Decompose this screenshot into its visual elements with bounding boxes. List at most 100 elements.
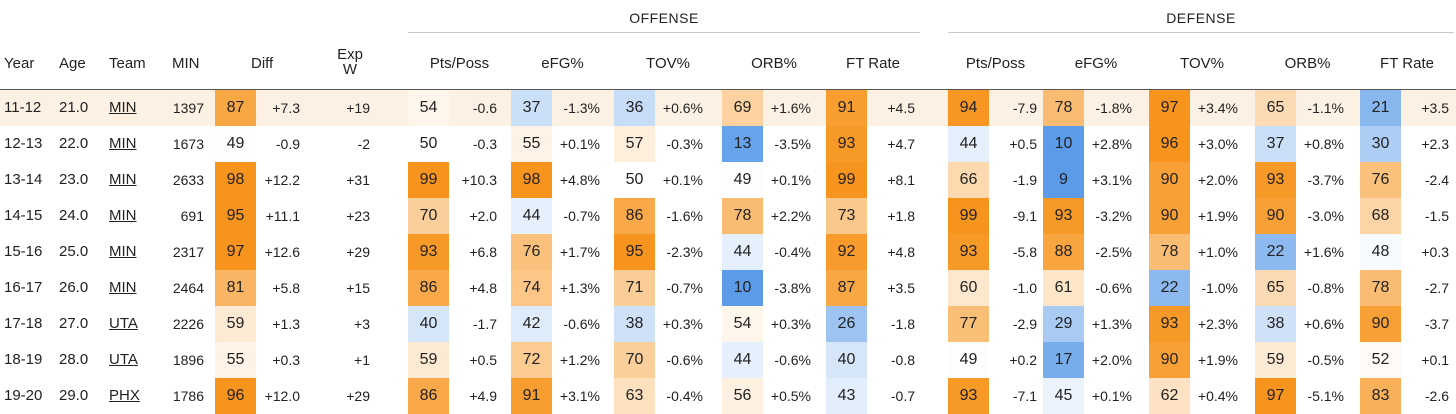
offense-delta-cell: +4.9 <box>469 388 497 404</box>
defense-percentile-cell: 93 <box>1043 198 1084 234</box>
expw-cell: +29 <box>346 388 370 404</box>
defense-percentile-cell: 22 <box>1255 234 1296 270</box>
team-link[interactable]: MIN <box>109 99 137 116</box>
offense-delta-cell: -0.6% <box>563 316 600 332</box>
team-link[interactable]: UTA <box>109 315 138 332</box>
diff-value-cell: +5.8 <box>272 280 300 296</box>
col-header-offense-4: FT Rate <box>846 55 900 72</box>
offense-delta-cell: +0.1% <box>770 172 811 188</box>
offense-delta-cell: +0.1% <box>559 136 600 152</box>
defense-delta-cell: +3.4% <box>1197 100 1238 116</box>
defense-percentile-cell: 97 <box>1149 90 1190 126</box>
defense-percentile-cell: 10 <box>1043 126 1084 162</box>
offense-delta-cell: +0.5% <box>770 388 811 404</box>
min-cell: 1397 <box>172 100 204 116</box>
offense-percentile-cell: 49 <box>722 162 763 198</box>
defense-percentile-cell: 78 <box>1149 234 1190 270</box>
defense-delta-cell: -2.5% <box>1095 244 1132 260</box>
offense-percentile-cell: 57 <box>614 126 655 162</box>
team-link[interactable]: PHX <box>109 387 140 404</box>
defense-delta-cell: +2.0% <box>1197 172 1238 188</box>
offense-percentile-cell: 93 <box>826 126 867 162</box>
defense-percentile-cell: 29 <box>1043 306 1084 342</box>
diff-percentile-cell: 98 <box>215 162 256 198</box>
defense-delta-cell: +1.3% <box>1091 316 1132 332</box>
year-cell: 18-19 <box>4 351 43 368</box>
offense-delta-cell: +4.8% <box>559 172 600 188</box>
diff-value-cell: +1.3 <box>272 316 300 332</box>
team-link[interactable]: UTA <box>109 351 138 368</box>
header-rule <box>0 89 1456 90</box>
year-cell: 19-20 <box>4 387 43 404</box>
defense-delta-cell: +1.0% <box>1197 244 1238 260</box>
col-header-expw: Exp W <box>335 47 365 77</box>
offense-delta-cell: +8.1 <box>887 172 915 188</box>
table-row: 18-19 28.0 UTA 1896 55 +0.3 +1 59 +0.5 72 +1.2% 70-… <box>0 342 1456 378</box>
defense-percentile-cell: 62 <box>1149 378 1190 414</box>
year-cell: 12-13 <box>4 135 43 152</box>
diff-value-cell: +0.3 <box>272 352 300 368</box>
offense-group-header: OFFENSE <box>408 10 920 33</box>
offense-delta-cell: +4.8 <box>887 244 915 260</box>
offense-delta-cell: +0.3% <box>662 316 703 332</box>
defense-percentile-cell: 93 <box>1149 306 1190 342</box>
defense-percentile-cell: 65 <box>1255 270 1296 306</box>
defense-delta-cell: +2.3 <box>1421 136 1449 152</box>
offense-delta-cell: -0.7% <box>666 280 703 296</box>
defense-delta-cell: -5.1% <box>1307 388 1344 404</box>
team-link[interactable]: MIN <box>109 207 137 224</box>
offense-percentile-cell: 36 <box>614 90 655 126</box>
defense-delta-cell: -0.5% <box>1307 352 1344 368</box>
age-cell: 27.0 <box>59 315 89 332</box>
team-link[interactable]: MIN <box>109 279 137 296</box>
col-header-defense-3: ORB% <box>1284 55 1331 72</box>
team-link[interactable]: MIN <box>109 171 137 188</box>
defense-percentile-cell: 78 <box>1360 270 1401 306</box>
offense-percentile-cell: 54 <box>408 90 449 126</box>
defense-percentile-cell: 45 <box>1043 378 1084 414</box>
defense-percentile-cell: 93 <box>948 234 989 270</box>
defense-delta-cell: +0.6% <box>1303 316 1344 332</box>
col-header-diff: Diff <box>251 55 274 72</box>
offense-percentile-cell: 63 <box>614 378 655 414</box>
defense-delta-cell: +3.5 <box>1421 100 1449 116</box>
offense-percentile-cell: 69 <box>722 90 763 126</box>
col-header-min: MIN <box>172 55 200 72</box>
team-link[interactable]: MIN <box>109 243 137 260</box>
offense-percentile-cell: 91 <box>826 90 867 126</box>
offense-percentile-cell: 44 <box>722 342 763 378</box>
offense-percentile-cell: 87 <box>826 270 867 306</box>
defense-delta-cell: +0.8% <box>1303 136 1344 152</box>
offense-delta-cell: +4.8 <box>469 280 497 296</box>
expw-cell: +1 <box>354 352 370 368</box>
offense-delta-cell: +0.1% <box>662 172 703 188</box>
defense-delta-cell: -3.7 <box>1424 316 1449 332</box>
offense-percentile-cell: 86 <box>408 270 449 306</box>
defense-percentile-cell: 21 <box>1360 90 1401 126</box>
offense-delta-cell: -2.3% <box>666 244 703 260</box>
offense-delta-cell: +1.8 <box>887 208 915 224</box>
defense-percentile-cell: 37 <box>1255 126 1296 162</box>
defense-percentile-cell: 90 <box>1149 342 1190 378</box>
offense-delta-cell: +1.2% <box>559 352 600 368</box>
diff-value-cell: +12.6 <box>264 244 300 260</box>
min-cell: 2226 <box>172 316 204 332</box>
defense-delta-cell: +3.0% <box>1197 136 1238 152</box>
offense-percentile-cell: 76 <box>511 234 552 270</box>
offense-percentile-cell: 98 <box>511 162 552 198</box>
offense-delta-cell: -0.6% <box>666 352 703 368</box>
offense-delta-cell: +2.0 <box>469 208 497 224</box>
defense-delta-cell: +1.6% <box>1303 244 1344 260</box>
defense-percentile-cell: 97 <box>1255 378 1296 414</box>
defense-delta-cell: +3.1% <box>1091 172 1132 188</box>
defense-group-header: DEFENSE <box>948 10 1454 33</box>
age-cell: 29.0 <box>59 387 89 404</box>
defense-percentile-cell: 68 <box>1360 198 1401 234</box>
defense-delta-cell: +0.3 <box>1421 244 1449 260</box>
defense-delta-cell: -0.6% <box>1095 280 1132 296</box>
offense-percentile-cell: 56 <box>722 378 763 414</box>
team-link[interactable]: MIN <box>109 135 137 152</box>
offense-percentile-cell: 50 <box>614 162 655 198</box>
col-header-age: Age <box>59 55 86 72</box>
col-header-expw-line1: Exp <box>337 46 363 63</box>
